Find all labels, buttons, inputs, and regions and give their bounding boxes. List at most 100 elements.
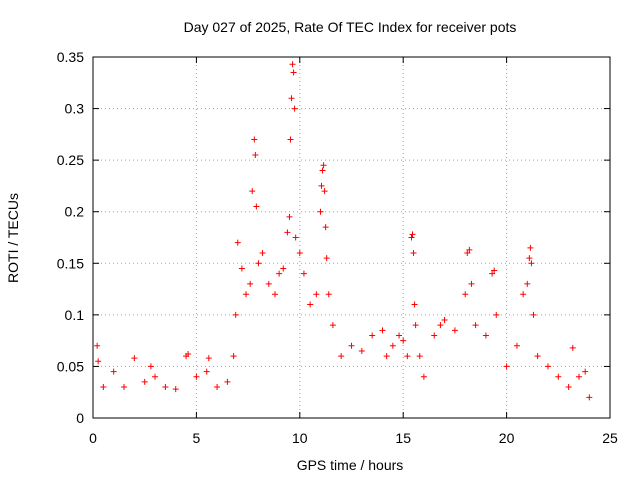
x-tick-label: 20 <box>499 430 515 446</box>
y-tick-label: 0.2 <box>65 204 85 220</box>
y-axis-ticks: 0 0.05 0.1 0.15 0.2 0.25 0.3 0.35 <box>57 49 610 426</box>
data-point <box>527 244 534 251</box>
data-point <box>276 270 283 277</box>
data-point <box>338 353 345 360</box>
grid-lines <box>93 57 610 418</box>
data-point <box>582 368 589 375</box>
data-point <box>121 384 128 391</box>
data-point <box>172 386 179 393</box>
data-point <box>319 167 326 174</box>
data-point <box>462 291 469 298</box>
data-point <box>396 332 403 339</box>
data-point <box>318 182 325 189</box>
data-point <box>565 384 572 391</box>
data-point <box>420 373 427 380</box>
data-point <box>152 373 159 380</box>
data-point <box>162 384 169 391</box>
data-point <box>131 355 138 362</box>
data-point <box>544 363 551 370</box>
data-point <box>100 384 107 391</box>
data-point <box>243 291 250 298</box>
data-point <box>193 373 200 380</box>
data-point <box>247 280 254 287</box>
data-point <box>451 327 458 334</box>
data-point <box>437 322 444 329</box>
data-point <box>586 394 593 401</box>
data-point <box>289 61 296 68</box>
data-point <box>524 280 531 287</box>
data-point <box>468 280 475 287</box>
y-axis-label: ROTI / TECUs <box>5 193 21 283</box>
data-point <box>141 378 148 385</box>
data-point <box>491 267 498 274</box>
data-point <box>389 342 396 349</box>
data-point <box>528 260 535 267</box>
data-point <box>284 229 291 236</box>
x-tick-label: 0 <box>89 430 97 446</box>
data-point <box>214 384 221 391</box>
data-point <box>232 311 239 318</box>
data-point <box>575 373 582 380</box>
data-point <box>147 363 154 370</box>
data-point <box>412 322 419 329</box>
data-point <box>317 208 324 215</box>
data-point <box>323 255 330 262</box>
data-point <box>230 353 237 360</box>
data-point <box>520 291 527 298</box>
data-point <box>280 265 287 272</box>
data-point <box>251 136 258 143</box>
y-tick-label: 0.05 <box>57 358 84 374</box>
data-point <box>503 363 510 370</box>
data-point <box>325 291 332 298</box>
data-point <box>489 270 496 277</box>
data-point <box>409 231 416 238</box>
data-point <box>252 151 259 158</box>
data-point <box>534 353 541 360</box>
x-axis-ticks: 0 5 10 15 20 25 <box>89 57 618 446</box>
data-point <box>224 378 231 385</box>
data-point <box>383 353 390 360</box>
data-point <box>513 342 520 349</box>
y-tick-label: 0.15 <box>57 255 84 271</box>
data-point <box>369 332 376 339</box>
data-point <box>307 301 314 308</box>
y-tick-label: 0.3 <box>65 101 85 117</box>
y-tick-label: 0.1 <box>65 307 85 323</box>
data-point <box>320 162 327 169</box>
data-point <box>555 373 562 380</box>
data-point <box>408 234 415 241</box>
x-tick-label: 10 <box>292 430 308 446</box>
data-point <box>253 203 260 210</box>
data-point <box>466 246 473 253</box>
data-point <box>249 188 256 195</box>
data-point <box>416 353 423 360</box>
data-point <box>482 332 489 339</box>
data-point <box>300 270 307 277</box>
data-point <box>296 249 303 256</box>
data-point <box>205 355 212 362</box>
y-tick-label: 0.25 <box>57 152 84 168</box>
data-point <box>358 347 365 354</box>
data-point <box>569 344 576 351</box>
data-point <box>400 337 407 344</box>
data-point <box>322 224 329 231</box>
data-points <box>94 61 593 401</box>
data-point <box>410 249 417 256</box>
plot-frame <box>92 56 611 419</box>
data-point <box>287 136 294 143</box>
data-point <box>259 249 266 256</box>
data-point <box>493 311 500 318</box>
data-point <box>292 234 299 241</box>
y-tick-label: 0.35 <box>57 49 84 65</box>
chart-title: Day 027 of 2025, Rate Of TEC Index for r… <box>184 19 517 35</box>
data-point <box>255 260 262 267</box>
data-point <box>286 213 293 220</box>
x-tick-label: 5 <box>193 430 201 446</box>
data-point <box>530 311 537 318</box>
data-point <box>464 249 471 256</box>
data-point <box>238 265 245 272</box>
data-point <box>203 368 210 375</box>
data-point <box>526 255 533 262</box>
data-point <box>95 358 102 365</box>
